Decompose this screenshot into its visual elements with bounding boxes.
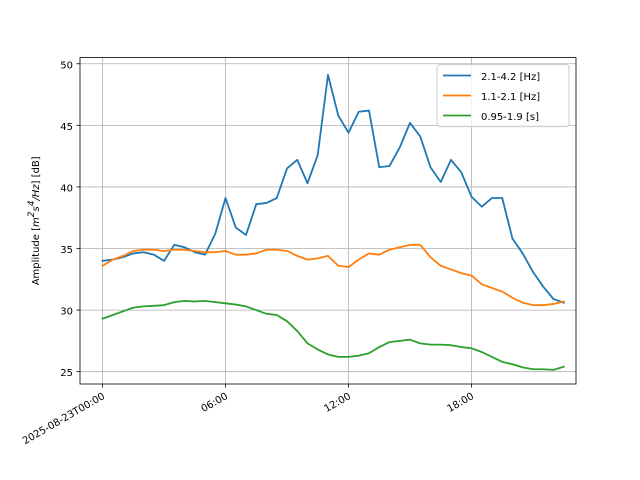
y-axis-label: Amplitude [m2s4/Hz] [dB] — [27, 156, 42, 285]
series-line-2 — [101, 299, 565, 371]
legend-label-2: 0.95-1.9 [s] — [481, 112, 539, 123]
series-line-1 — [101, 243, 565, 307]
legend-label-1: 1.1-2.1 [Hz] — [481, 92, 540, 103]
y-tick-label: 35 — [60, 245, 73, 256]
y-tick-label: 40 — [60, 183, 73, 194]
y-tick-label: 45 — [60, 122, 73, 133]
y-tick-label: 50 — [60, 60, 73, 71]
gridlines — [80, 57, 576, 384]
y-tick-label: 30 — [60, 307, 73, 318]
legend-label-0: 2.1-4.2 [Hz] — [481, 72, 540, 83]
plot-frame — [79, 57, 577, 385]
series-line-0 — [101, 73, 565, 304]
y-tick-label: 25 — [60, 368, 73, 379]
y-axis: 25 30 35 40 45 50 — [60, 60, 80, 379]
legend-box — [436, 64, 570, 128]
legend: 2.1-4.2 [Hz] 1.1-2.1 [Hz] 0.95-1.9 [s] — [436, 64, 570, 128]
series-lines — [101, 73, 565, 371]
